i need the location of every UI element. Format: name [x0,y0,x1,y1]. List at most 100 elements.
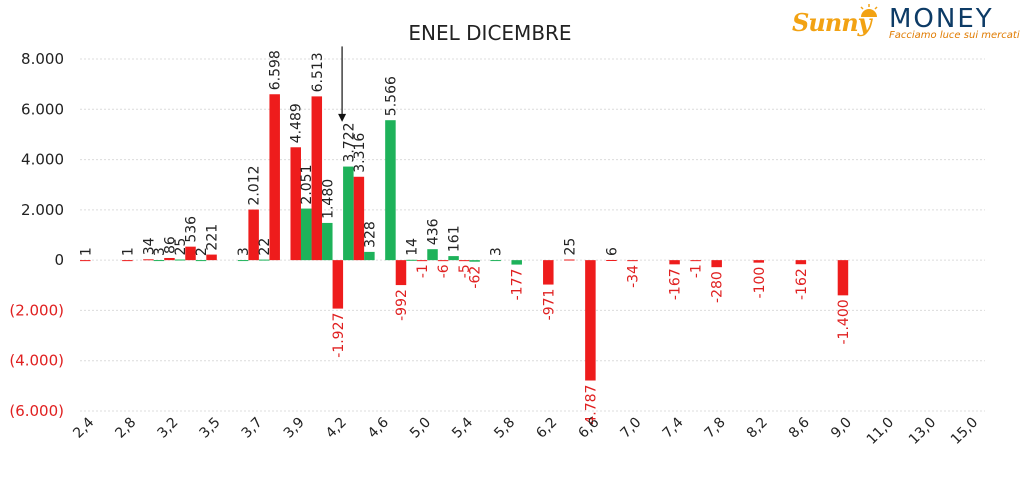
y-tick-label: 8.000 [21,50,64,68]
x-tick-label: 2,4 [70,414,97,441]
data-label: -5 [457,264,473,278]
data-label: 1.480 [320,179,336,219]
bar-series-0-3,2 [164,257,175,261]
x-tick-label: 8,6 [786,414,813,441]
bar-series-0-2,4 [80,260,91,262]
data-label: 5.566 [383,76,399,116]
data-label: 328 [362,221,378,248]
x-tick-label: 3,9 [281,415,308,442]
data-label: 4.787 [583,385,599,425]
logo-brand-right: MONEY [889,4,994,34]
data-label: 1 [120,247,136,256]
bar-series-0-5,4 [458,260,470,262]
x-tick-label: 3,7 [239,415,266,442]
x-tick-label: 5,0 [407,415,434,442]
x-tick-label: 5,8 [491,415,518,442]
data-label: -1 [689,264,705,278]
bar-series-1-4,8 [406,259,417,261]
bar-series-0-3,8 [269,94,280,261]
data-label: 6 [604,247,620,256]
x-tick-label: 4,2 [323,415,350,442]
data-label: 6.598 [268,50,284,90]
bar-series-0-7,8 [711,260,722,268]
y-tick-label: (4.000) [9,352,64,370]
logo-brand-left: Sunny [792,8,872,37]
data-label: -100 [752,267,768,299]
bar-series-0-7,6 [690,260,701,262]
x-tick-label: 6,2 [533,415,560,442]
bar-series-0-3,5 [206,254,217,261]
sun-icon [860,4,878,17]
bar-series-0-3,4 [185,246,196,261]
y-tick-label: 0 [54,251,64,269]
bar-series-0-7,0 [627,260,638,262]
y-tick-label: 4.000 [21,151,64,169]
bar-series-1-3,7 [258,259,270,261]
bar-series-0-6,6 [585,260,596,381]
x-tick-label: 3,5 [197,415,224,442]
bar-series-0-2,8 [122,260,133,262]
bar-series-1-3,2 [174,259,186,261]
bar-series-0-9,0 [837,260,849,296]
x-tick-label: 7,4 [660,414,687,441]
annotation-arrow-head [338,113,347,122]
data-label: -992 [394,289,410,321]
data-label: -1.400 [836,299,852,344]
data-label: 2.012 [247,165,263,205]
bar-series-1-5,8 [511,260,522,265]
data-label: 25 [562,238,578,256]
y-tick-label: (2.000) [9,301,64,319]
data-label: 3 [236,247,252,256]
bar-series-1-5,6 [490,260,501,262]
bar-series-0-3,0 [143,259,154,261]
bar-series-0-5,0 [416,260,428,262]
bar-series-1-3,4 [195,260,207,262]
data-label: -1 [415,264,431,278]
bar-series-0-3,7 [248,209,259,261]
data-label: -34 [625,265,641,288]
data-label: 436 [426,218,442,245]
x-tick-label: 8,2 [744,415,771,442]
bar-series-0-4,4 [353,176,365,261]
data-label: 3 [152,247,168,256]
data-label: 3 [489,247,505,256]
x-tick-label: 4,6 [365,414,392,441]
data-label: 3.316 [352,133,368,173]
data-label: 34 [141,237,157,255]
data-label: 86 [162,236,178,254]
data-label: 4.489 [289,103,305,143]
bar-series-1-3,0 [153,260,165,262]
x-tick-label: 15,0 [948,415,981,448]
x-tick-label: 2,8 [112,415,139,442]
bar-series-0-4,8 [395,260,407,286]
bar-series-0-6,2 [543,260,554,285]
bar-series-0-4,0 [311,96,323,261]
y-tick-label: 6.000 [21,100,64,118]
x-tick-label: 7,8 [702,415,729,442]
bar-series-0-7,4 [669,260,680,265]
data-label: -971 [541,289,557,321]
bar-series-1-5,4 [469,260,480,262]
data-label: 1 [78,247,94,256]
logo-tagline: Facciamo luce sui mercati [889,30,1020,41]
y-tick-label: 2.000 [21,201,64,219]
data-label: 6.513 [310,52,326,92]
x-tick-label: 11,0 [864,415,897,448]
data-label: 14 [404,238,420,256]
bar-series-0-4,2 [332,260,344,309]
data-label: -1.927 [331,313,347,358]
bar-series-0-8,2 [753,260,765,263]
bar-series-1-5,0 [427,249,438,261]
data-label: 536 [184,216,200,243]
bar-series-1-4,6 [385,120,396,261]
data-label: 22 [257,238,273,256]
bar-series-0-6,8 [606,259,617,261]
bar-series-1-3,6 [237,260,249,262]
bar-series-0-3,9 [290,147,301,261]
data-label: 3.722 [341,122,357,162]
bar-series-1-3,9 [300,208,312,261]
bar-series-1-4,4 [364,251,375,261]
x-tick-label: 7,0 [618,415,645,442]
data-label: -162 [794,268,810,300]
